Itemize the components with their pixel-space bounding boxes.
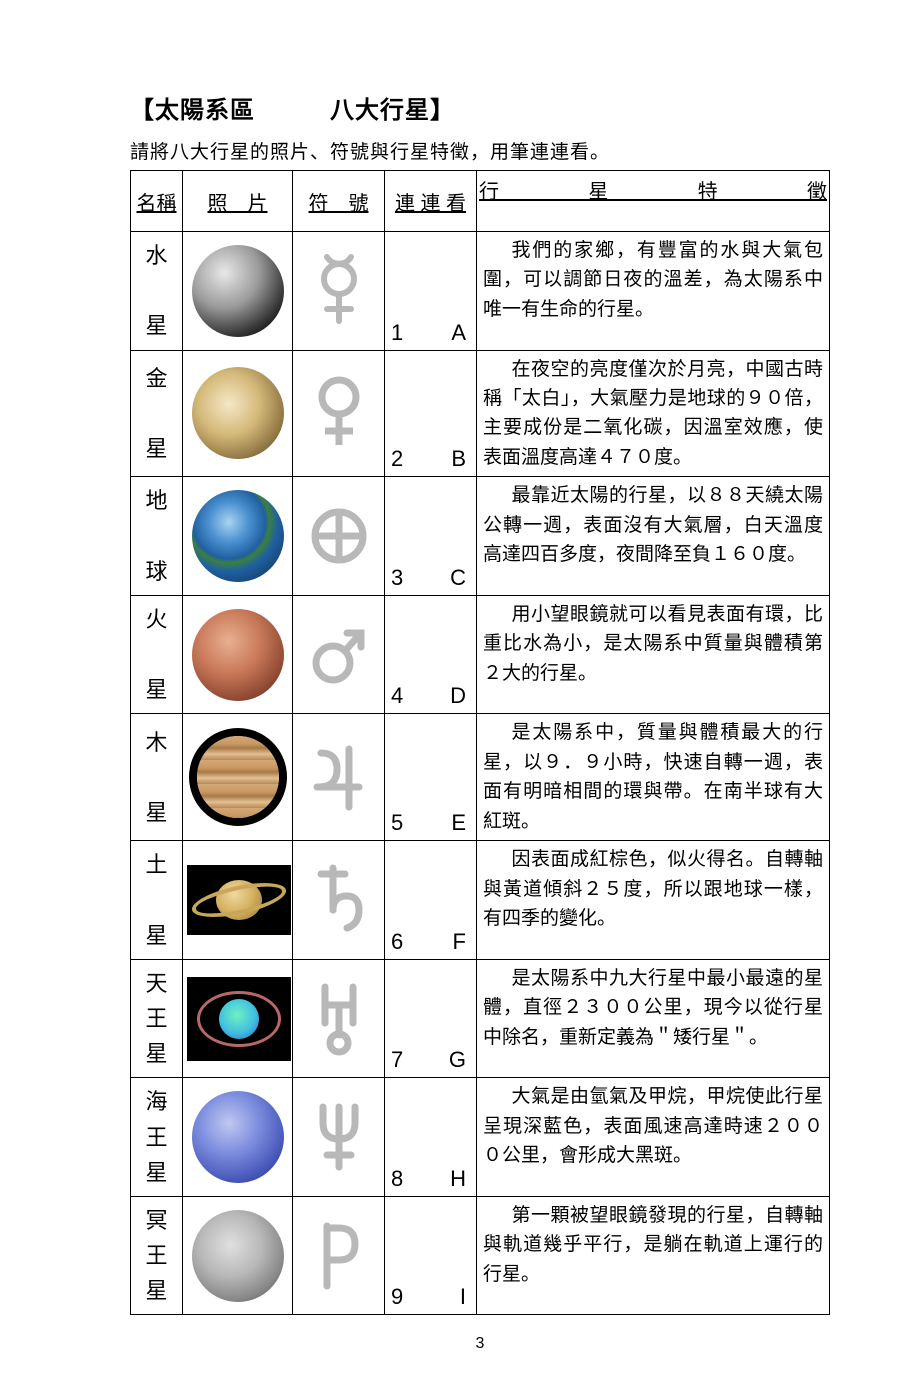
- match-letter: C: [450, 565, 466, 591]
- planet-description: 最靠近太陽的行星，以８８天繞太陽公轉一週，表面沒有大氣層，白天溫度高達四百多度，…: [477, 477, 830, 596]
- table-row: 火星 4D 用小望眼鏡就可以看見表面有環，比重比水為小，是太陽系中質量與體積第２…: [131, 595, 830, 714]
- match-cell: 6F: [385, 841, 477, 960]
- match-letter: G: [449, 1047, 466, 1073]
- planet-description: 是太陽系中，質量與體積最大的行星，以９．９小時，快速自轉一週，表面有明暗相間的環…: [477, 714, 830, 841]
- planet-photo: [183, 1196, 293, 1315]
- table-row: 天王星 7G 是太陽系中九大行星中最小最遠的星體，直徑２３００公里，現今以從行星…: [131, 959, 830, 1078]
- match-letter: A: [451, 320, 466, 346]
- planet-name: 土星: [131, 841, 183, 960]
- match-cell: 5E: [385, 714, 477, 841]
- table-row: 木星 5E 是太陽系中，質量與體積最大的行星，以９．９小時，快速自轉一週，表面有…: [131, 714, 830, 841]
- match-cell: 9I: [385, 1196, 477, 1315]
- planet-symbol-icon: [293, 477, 385, 596]
- match-number: 3: [391, 565, 403, 591]
- planet-description: 因表面成紅棕色，似火得名。自轉軸與黃道傾斜２５度，所以跟地球一樣，有四季的變化。: [477, 841, 830, 960]
- header-photo: 照 片: [183, 171, 293, 232]
- planet-symbol-icon: [293, 350, 385, 477]
- table-row: 冥王星 9I 第一顆被望眼鏡發現的行星，自轉軸與軌道幾乎平行，是躺在軌道上運行的…: [131, 1196, 830, 1315]
- planet-name: 海王星: [131, 1078, 183, 1197]
- planet-description: 第一顆被望眼鏡發現的行星，自轉軸與軌道幾乎平行，是躺在軌道上運行的行星。: [477, 1196, 830, 1315]
- planet-photo: [183, 477, 293, 596]
- match-letter: H: [450, 1166, 466, 1192]
- match-number: 6: [391, 929, 403, 955]
- match-number: 2: [391, 446, 403, 472]
- match-cell: 3C: [385, 477, 477, 596]
- planet-symbol-icon: [293, 959, 385, 1078]
- match-letter: D: [450, 683, 466, 709]
- page-subtitle: 請將八大行星的照片、符號與行星特徵，用筆連連看。: [130, 137, 830, 164]
- page-container: 【太陽系區 八大行星】 請將八大行星的照片、符號與行星特徵，用筆連連看。 名稱 …: [0, 0, 920, 1393]
- page-title: 【太陽系區 八大行星】: [130, 90, 830, 125]
- planet-photo: [183, 841, 293, 960]
- planet-name: 天王星: [131, 959, 183, 1078]
- planet-description: 我們的家鄉，有豐富的水與大氣包圍，可以調節日夜的溫差，為太陽系中唯一有生命的行星…: [477, 232, 830, 351]
- match-letter: B: [451, 446, 466, 472]
- match-cell: 8H: [385, 1078, 477, 1197]
- planet-photo: [183, 1078, 293, 1197]
- planet-photo: [183, 350, 293, 477]
- planet-description: 是太陽系中九大行星中最小最遠的星體，直徑２３００公里，現今以從行星中除名，重新定…: [477, 959, 830, 1078]
- table-row: 金星 2B 在夜空的亮度僅次於月亮，中國古時稱「太白」，大氣壓力是地球的９０倍，…: [131, 350, 830, 477]
- match-cell: 1A: [385, 232, 477, 351]
- planet-symbol-icon: [293, 714, 385, 841]
- match-number: 7: [391, 1047, 403, 1073]
- table-row: 土星 6F 因表面成紅棕色，似火得名。自轉軸與黃道傾斜２５度，所以跟地球一樣，有…: [131, 841, 830, 960]
- table-row: 地球 3C 最靠近太陽的行星，以８８天繞太陽公轉一週，表面沒有大氣層，白天溫度高…: [131, 477, 830, 596]
- planet-name: 地球: [131, 477, 183, 596]
- match-cell: 4D: [385, 595, 477, 714]
- planet-name: 水星: [131, 232, 183, 351]
- table-row: 水星 1A 我們的家鄉，有豐富的水與大氣包圍，可以調節日夜的溫差，為太陽系中唯一…: [131, 232, 830, 351]
- planet-symbol-icon: [293, 1078, 385, 1197]
- match-number: 8: [391, 1166, 403, 1192]
- match-number: 5: [391, 810, 403, 836]
- header-symbol: 符 號: [293, 171, 385, 232]
- planet-name: 冥王星: [131, 1196, 183, 1315]
- planet-photo: [183, 714, 293, 841]
- match-number: 1: [391, 320, 403, 346]
- planet-name: 火星: [131, 595, 183, 714]
- match-cell: 7G: [385, 959, 477, 1078]
- planet-description: 大氣是由氫氣及甲烷，甲烷使此行星呈現深藍色，表面風速高達時速２０００公里，會形成…: [477, 1078, 830, 1197]
- planet-photo: [183, 232, 293, 351]
- match-letter: I: [460, 1284, 466, 1310]
- planet-description: 用小望眼鏡就可以看見表面有環，比重比水為小，是太陽系中質量與體積第２大的行星。: [477, 595, 830, 714]
- header-desc: 行 星 特 徵: [477, 171, 830, 232]
- planet-photo: [183, 595, 293, 714]
- planet-name: 金星: [131, 350, 183, 477]
- planet-symbol-icon: [293, 1196, 385, 1315]
- planet-photo: [183, 959, 293, 1078]
- planet-name: 木星: [131, 714, 183, 841]
- planets-table: 名稱 照 片 符 號 連 連 看 行 星 特 徵 水星 1A 我們的家鄉，有豐富…: [130, 170, 830, 1315]
- match-letter: E: [451, 810, 466, 836]
- match-number: 9: [391, 1284, 403, 1310]
- planet-symbol-icon: [293, 841, 385, 960]
- planet-description: 在夜空的亮度僅次於月亮，中國古時稱「太白」，大氣壓力是地球的９０倍，主要成份是二…: [477, 350, 830, 477]
- header-match: 連 連 看: [385, 171, 477, 232]
- planet-symbol-icon: [293, 232, 385, 351]
- match-cell: 2B: [385, 350, 477, 477]
- page-number: 3: [130, 1335, 830, 1353]
- table-header-row: 名稱 照 片 符 號 連 連 看 行 星 特 徵: [131, 171, 830, 232]
- match-letter: F: [453, 929, 466, 955]
- planet-symbol-icon: [293, 595, 385, 714]
- header-name: 名稱: [131, 171, 183, 232]
- match-number: 4: [391, 683, 403, 709]
- table-row: 海王星 8H 大氣是由氫氣及甲烷，甲烷使此行星呈現深藍色，表面風速高達時速２００…: [131, 1078, 830, 1197]
